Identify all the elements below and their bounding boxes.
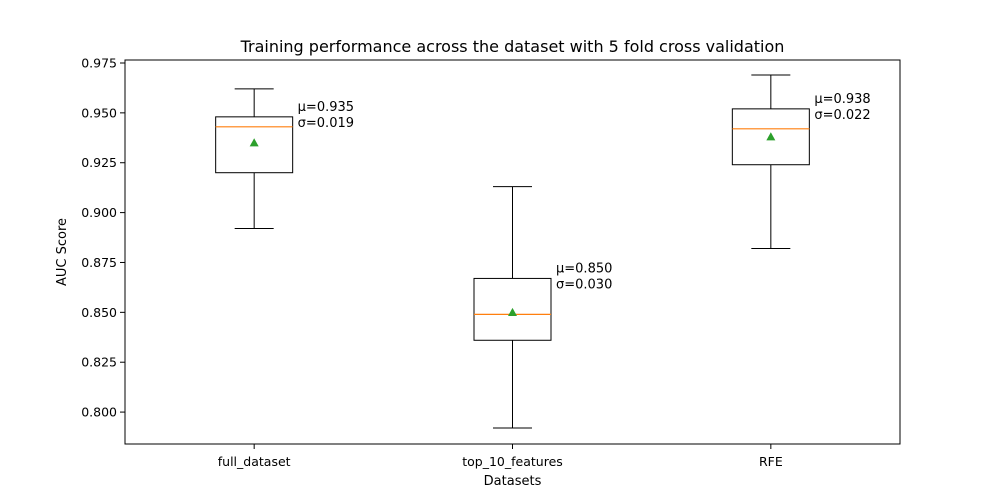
chart-title: Training performance across the dataset …: [240, 37, 785, 56]
std-annotation: σ=0.022: [814, 108, 870, 123]
y-tick-label: 0.950: [81, 105, 117, 120]
y-tick-label: 0.925: [81, 155, 117, 170]
mean-marker: [508, 307, 517, 316]
x-axis-label: Datasets: [484, 474, 542, 489]
x-tick-label: RFE: [759, 454, 783, 469]
std-annotation: σ=0.019: [298, 116, 354, 131]
mean-annotation: μ=0.935: [298, 100, 354, 115]
y-tick-label: 0.825: [81, 355, 117, 370]
iqr-box: [731, 108, 810, 166]
y-axis-label: AUC Score: [55, 218, 70, 286]
y-tick-label: 0.900: [81, 205, 117, 220]
mean-annotation: μ=0.938: [814, 92, 870, 107]
std-annotation: σ=0.030: [556, 277, 612, 292]
x-tick-label: full_dataset: [218, 454, 291, 469]
x-tick-label: top_10_features: [462, 454, 563, 469]
iqr-box: [473, 277, 552, 341]
mean-marker: [249, 138, 259, 147]
y-tick-label: 0.800: [81, 405, 117, 420]
box-series: μ=0.935σ=0.019μ=0.850σ=0.030μ=0.938σ=0.0…: [215, 74, 871, 429]
mean-marker: [766, 132, 776, 141]
y-axis: 0.800 0.825 0.850 0.875 0.900 0.925 0.950 0.975: [81, 55, 125, 420]
y-tick-label: 0.875: [81, 255, 117, 270]
mean-annotation: μ=0.850: [556, 261, 612, 276]
iqr-box: [215, 116, 294, 174]
x-axis: full_dataset top_10_features RFE: [218, 444, 783, 469]
y-tick-label: 0.975: [81, 55, 117, 70]
y-tick-label: 0.850: [81, 305, 117, 320]
